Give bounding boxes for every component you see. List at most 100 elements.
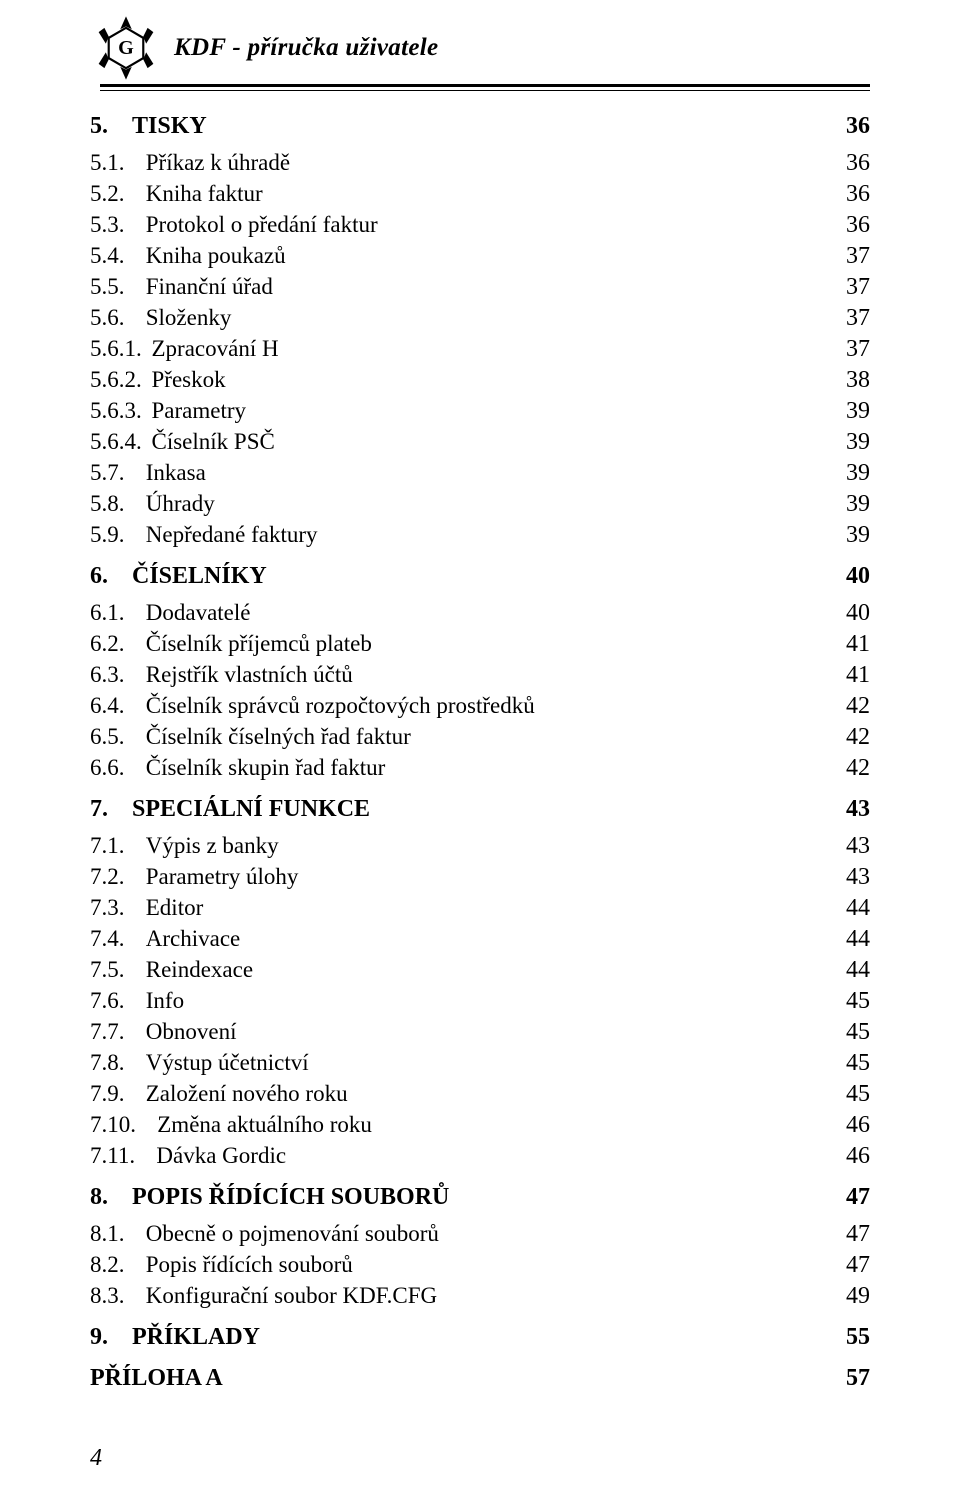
toc-label: Obecně o pojmenování souborů	[146, 1221, 834, 1247]
toc-number: 5.7.	[90, 460, 146, 486]
toc-page-number: 37	[834, 274, 870, 301]
toc-number: 5.2.	[90, 181, 146, 207]
toc-row: PŘÍLOHA A57	[90, 1365, 870, 1392]
toc-label: Nepředané faktury	[146, 522, 834, 548]
toc-label: TISKY	[132, 113, 834, 140]
toc-page-number: 41	[834, 662, 870, 689]
toc-row: 9. PŘÍKLADY55	[90, 1324, 870, 1351]
toc-number: 6.3.	[90, 662, 146, 688]
toc-number: 7.2.	[90, 864, 146, 890]
toc-number: 7.7.	[90, 1019, 146, 1045]
toc-row: 7.6. Info45	[90, 988, 870, 1015]
toc-label: Složenky	[146, 305, 834, 331]
toc-label: Číselník PSČ	[152, 429, 835, 455]
toc-label: PŘÍLOHA A	[90, 1365, 834, 1392]
toc-row: 7. SPECIÁLNÍ FUNKCE43	[90, 796, 870, 823]
toc-label: Editor	[146, 895, 834, 921]
toc-row: 5.3. Protokol o předání faktur36	[90, 212, 870, 239]
toc-label: SPECIÁLNÍ FUNKCE	[132, 796, 834, 823]
toc-label: Dodavatelé	[146, 600, 834, 626]
toc-number: 5.	[90, 113, 132, 140]
toc-page-number: 47	[834, 1184, 870, 1211]
toc-row: 5.6.4. Číselník PSČ39	[90, 429, 870, 456]
toc-label: Reindexace	[146, 957, 834, 983]
toc-label: Úhrady	[146, 491, 834, 517]
toc-page-number: 45	[834, 988, 870, 1015]
toc-label: Založení nového roku	[146, 1081, 834, 1107]
toc-number: 6.1.	[90, 600, 146, 626]
toc-row: 8.3. Konfigurační soubor KDF.CFG49	[90, 1283, 870, 1310]
toc-number: 7.3.	[90, 895, 146, 921]
toc-number: 7.5.	[90, 957, 146, 983]
header-rule	[100, 84, 870, 91]
toc-number: 6.2.	[90, 631, 146, 657]
toc-row: 7.7. Obnovení45	[90, 1019, 870, 1046]
toc-number: 6.6.	[90, 755, 146, 781]
toc-page-number: 44	[834, 926, 870, 953]
toc-number: 7.1.	[90, 833, 146, 859]
toc-row: 5.6.1. Zpracování H37	[90, 336, 870, 363]
page-number: 4	[90, 1445, 102, 1472]
toc-page-number: 37	[834, 336, 870, 363]
table-of-contents: 5. TISKY365.1. Příkaz k úhradě365.2. Kni…	[90, 113, 870, 1392]
toc-label: Číselník skupin řad faktur	[146, 755, 834, 781]
toc-number: 7.11.	[90, 1143, 156, 1169]
page-header: G KDF - příručka uživatele	[90, 12, 870, 84]
toc-label: Parametry	[152, 398, 835, 424]
toc-label: Číselník číselných řad faktur	[146, 724, 834, 750]
toc-page-number: 44	[834, 895, 870, 922]
toc-number: 5.9.	[90, 522, 146, 548]
toc-row: 8.1. Obecně o pojmenování souborů47	[90, 1221, 870, 1248]
toc-number: 5.4.	[90, 243, 146, 269]
toc-page-number: 40	[834, 563, 870, 590]
toc-page-number: 38	[834, 367, 870, 394]
toc-page-number: 46	[834, 1112, 870, 1139]
toc-row: 5.6.3. Parametry39	[90, 398, 870, 425]
toc-number: 5.6.1.	[90, 336, 152, 362]
toc-page-number: 57	[834, 1365, 870, 1392]
toc-label: Info	[146, 988, 834, 1014]
toc-label: Popis řídících souborů	[146, 1252, 834, 1278]
toc-page-number: 42	[834, 693, 870, 720]
toc-page-number: 41	[834, 631, 870, 658]
toc-number: 8.2.	[90, 1252, 146, 1278]
toc-label: Archivace	[146, 926, 834, 952]
toc-number: 5.6.	[90, 305, 146, 331]
toc-page-number: 39	[834, 460, 870, 487]
toc-label: Finanční úřad	[146, 274, 834, 300]
toc-row: 8.2. Popis řídících souborů47	[90, 1252, 870, 1279]
toc-label: Přeskok	[152, 367, 835, 393]
toc-row: 5.4. Kniha poukazů37	[90, 243, 870, 270]
toc-page-number: 45	[834, 1081, 870, 1108]
toc-number: 5.6.2.	[90, 367, 152, 393]
toc-row: 6.6. Číselník skupin řad faktur42	[90, 755, 870, 782]
toc-row: 5.6. Složenky37	[90, 305, 870, 332]
document-page: G KDF - příručka uživatele 5. TISKY365.1…	[0, 0, 960, 1504]
toc-number: 7.6.	[90, 988, 146, 1014]
toc-row: 7.3. Editor44	[90, 895, 870, 922]
toc-number: 7.4.	[90, 926, 146, 952]
toc-number: 7.10.	[90, 1112, 157, 1138]
toc-page-number: 55	[834, 1324, 870, 1351]
toc-page-number: 43	[834, 864, 870, 891]
toc-row: 6.3. Rejstřík vlastních účtů41	[90, 662, 870, 689]
toc-page-number: 45	[834, 1050, 870, 1077]
toc-row: 5.7. Inkasa39	[90, 460, 870, 487]
toc-row: 7.4. Archivace44	[90, 926, 870, 953]
toc-page-number: 43	[834, 796, 870, 823]
toc-label: Rejstřík vlastních účtů	[146, 662, 834, 688]
document-title: KDF - příručka uživatele	[174, 34, 438, 62]
toc-number: 7.9.	[90, 1081, 146, 1107]
toc-label: POPIS ŘÍDÍCÍCH SOUBORŮ	[132, 1184, 834, 1211]
toc-page-number: 36	[834, 181, 870, 208]
toc-label: Výpis z banky	[146, 833, 834, 859]
toc-row: 5.8. Úhrady39	[90, 491, 870, 518]
toc-number: 8.3.	[90, 1283, 146, 1309]
toc-number: 7.	[90, 796, 132, 823]
toc-number: 5.5.	[90, 274, 146, 300]
toc-row: 6. ČÍSELNÍKY40	[90, 563, 870, 590]
toc-page-number: 49	[834, 1283, 870, 1310]
toc-page-number: 36	[834, 212, 870, 239]
toc-row: 7.1. Výpis z banky43	[90, 833, 870, 860]
toc-label: Kniha faktur	[146, 181, 834, 207]
